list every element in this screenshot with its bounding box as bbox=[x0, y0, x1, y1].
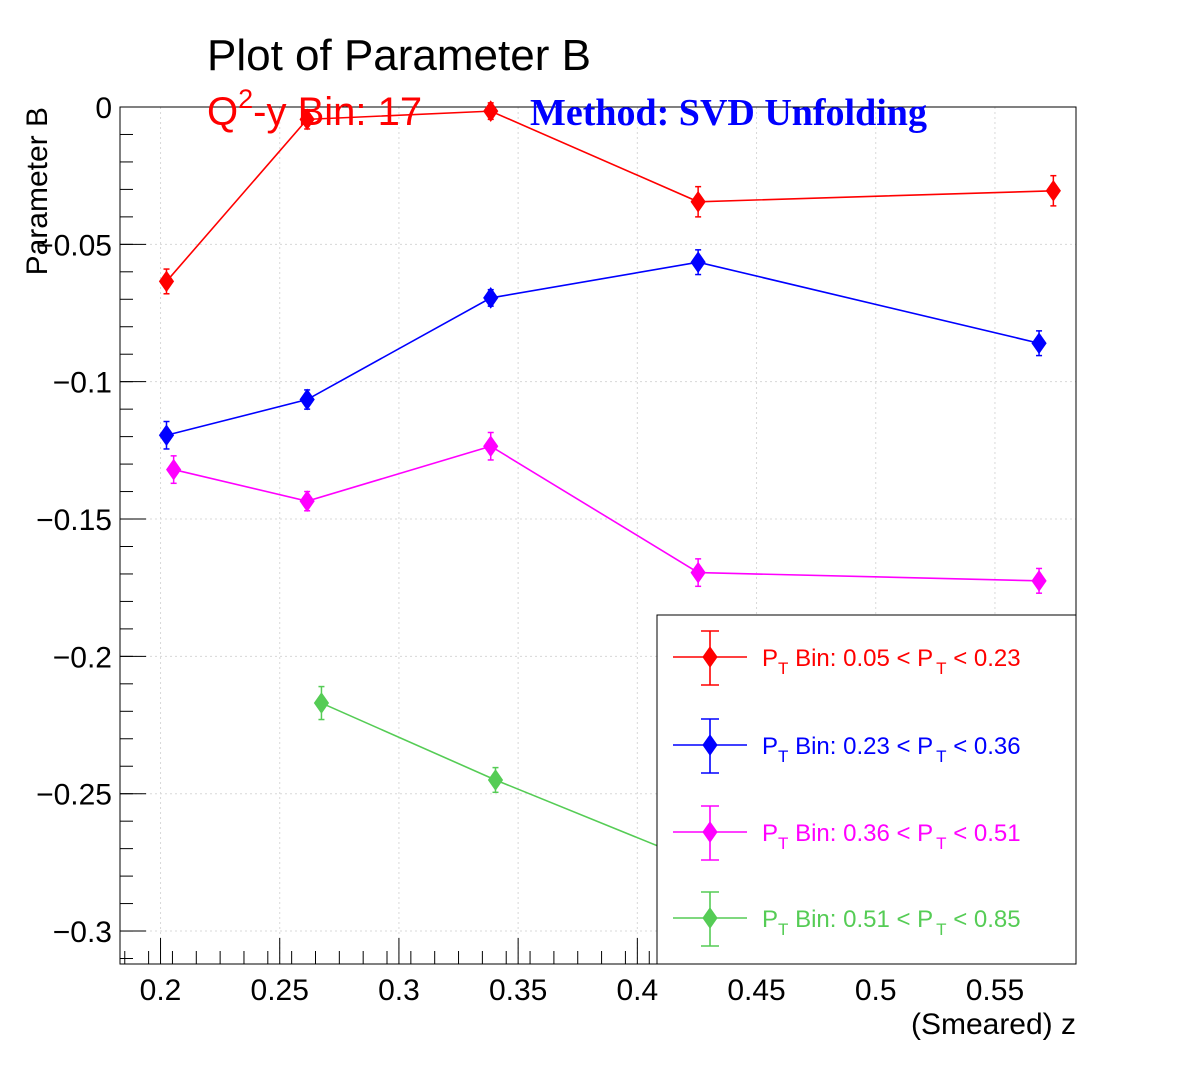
chart-subtitle-bin: Q2-y Bin: 17 bbox=[207, 84, 422, 134]
data-point bbox=[483, 100, 499, 122]
data-point bbox=[690, 190, 706, 213]
data-point bbox=[690, 561, 706, 584]
chart-subtitle-method: Method: SVD Unfolding bbox=[530, 92, 927, 134]
y-tick-label: −0.15 bbox=[36, 504, 112, 537]
y-axis-ticks: 0 −0.05 −0.1 −0.15 −0.2 −0.25 −0.3 bbox=[36, 92, 146, 949]
data-point bbox=[313, 692, 330, 714]
y-tick-label: 0 bbox=[95, 92, 112, 125]
series-layer bbox=[158, 100, 1061, 877]
series-3 bbox=[166, 431, 1047, 594]
x-tick-label: 0.4 bbox=[616, 974, 658, 1007]
x-tick-label: 0.45 bbox=[727, 974, 785, 1007]
y-axis-title: Parameter B bbox=[21, 107, 54, 275]
y-tick-label: −0.3 bbox=[53, 916, 112, 949]
data-point bbox=[690, 251, 706, 274]
chart-title: Plot of Parameter B bbox=[207, 31, 591, 80]
data-point bbox=[483, 287, 499, 309]
x-tick-label: 0.55 bbox=[966, 974, 1024, 1007]
x-axis-ticks: 0.2 0.25 0.3 0.35 0.4 0.45 0.5 0.55 bbox=[140, 938, 1024, 1007]
data-point bbox=[299, 388, 315, 411]
data-point bbox=[1045, 179, 1061, 202]
data-point bbox=[1031, 332, 1047, 355]
plot-frame bbox=[119, 106, 1077, 965]
data-point bbox=[166, 458, 182, 481]
legend-marker bbox=[702, 907, 718, 929]
legend-marker bbox=[702, 734, 718, 756]
x-tick-label: 0.35 bbox=[489, 974, 547, 1007]
data-point bbox=[1031, 569, 1047, 592]
y-tick-label: −0.2 bbox=[53, 641, 112, 674]
x-tick-label: 0.5 bbox=[855, 974, 897, 1007]
x-tick-label: 0.25 bbox=[251, 974, 309, 1007]
data-point bbox=[158, 424, 175, 447]
legend-marker bbox=[702, 821, 718, 843]
y-tick-label: −0.25 bbox=[36, 779, 112, 812]
data-point bbox=[299, 108, 315, 131]
x-tick-label: 0.3 bbox=[378, 974, 420, 1007]
y-tick-label: −0.1 bbox=[53, 367, 112, 400]
x-axis-title: (Smeared) z bbox=[911, 1008, 1076, 1041]
data-point bbox=[483, 435, 499, 458]
series-1 bbox=[158, 100, 1061, 295]
data-point bbox=[299, 490, 315, 513]
data-point bbox=[487, 769, 504, 791]
y-tick-label: −0.05 bbox=[36, 229, 112, 262]
series-2 bbox=[158, 249, 1047, 450]
data-point bbox=[158, 270, 175, 293]
legend-marker bbox=[702, 646, 718, 668]
legend-box bbox=[656, 614, 1077, 965]
x-tick-label: 0.2 bbox=[140, 974, 182, 1007]
